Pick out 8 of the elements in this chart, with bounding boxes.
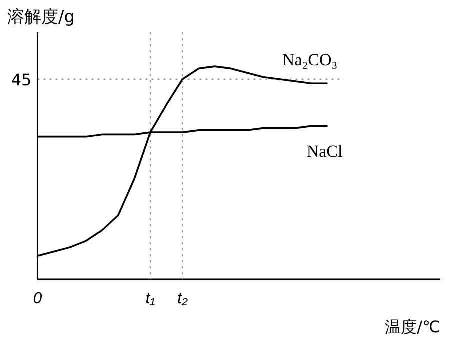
y-axis-title: 溶解度/g: [8, 8, 76, 28]
x-tick-label: t₁: [146, 290, 156, 308]
series-label: Na₂CO₃: [282, 50, 338, 70]
x-tick-label: 0: [33, 290, 42, 308]
series-label: NaCl: [306, 142, 343, 162]
text: 45: [11, 70, 32, 90]
x-axis-title: 温度/℃: [385, 318, 440, 336]
x-tick-label: t₂: [177, 290, 188, 308]
